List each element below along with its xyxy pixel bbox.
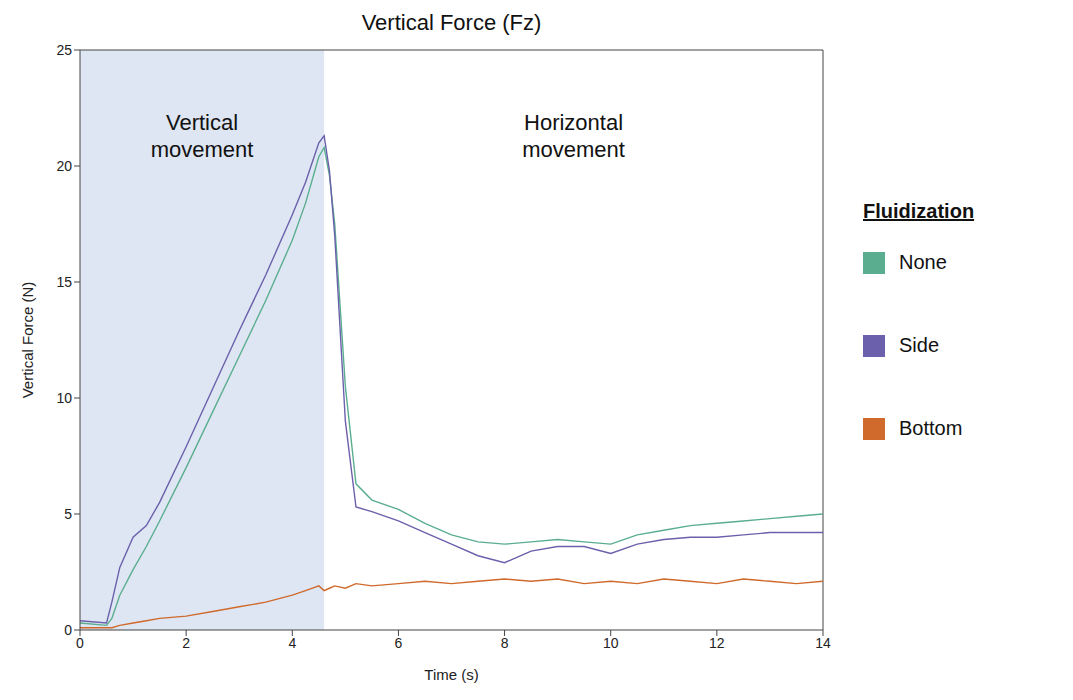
html-text:Fluidization: Fluidization [863, 200, 975, 222]
svg-text:5: 5 [64, 506, 72, 522]
svg-text:8: 8 [501, 635, 509, 651]
svg-text:12: 12 [709, 635, 725, 651]
html-text:None: None [899, 251, 947, 273]
svg-text:2: 2 [182, 635, 190, 651]
svg-text:Time (s): Time (s) [424, 666, 478, 683]
svg-text:20: 20 [56, 158, 72, 174]
html-text:Side: Side [899, 334, 939, 356]
svg-text:Verticalmovement: Verticalmovement [151, 110, 254, 162]
svg-text:4: 4 [288, 635, 296, 651]
html-text:Vertical Force (Fz): Vertical Force (Fz) [361, 10, 542, 35]
svg-text:Vertical Force (N): Vertical Force (N) [19, 282, 36, 399]
svg-text:25: 25 [56, 42, 72, 58]
svg-text:0: 0 [64, 622, 72, 638]
svg-text:0: 0 [76, 635, 84, 651]
svg-text:10: 10 [603, 635, 619, 651]
html-text:Bottom: Bottom [899, 417, 963, 439]
svg-text:Horizontalmovement: Horizontalmovement [522, 110, 625, 162]
svg-text:14: 14 [815, 635, 831, 651]
svg-text:15: 15 [56, 274, 72, 290]
svg-text:10: 10 [56, 390, 72, 406]
svg-text:6: 6 [395, 635, 403, 651]
